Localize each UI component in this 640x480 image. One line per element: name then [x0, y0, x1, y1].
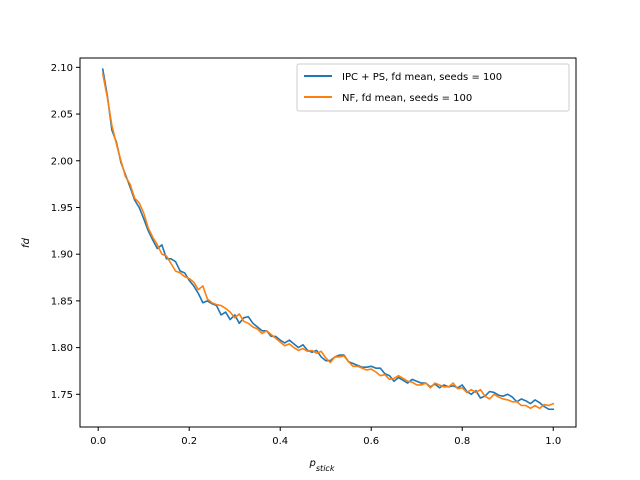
legend-label-nf: NF, fd mean, seeds = 100 — [342, 93, 472, 104]
legend-label-ipc: IPC + PS, fd mean, seeds = 100 — [342, 72, 502, 83]
y-axis-label: fd — [21, 237, 32, 248]
y-tick-label: 2.00 — [51, 156, 73, 167]
x-axis: 0.0 0.2 0.4 0.6 0.8 1.0 — [90, 427, 561, 447]
legend-box — [296, 63, 570, 112]
x-tick-label: 0.4 — [272, 436, 288, 447]
plot-series — [101, 68, 555, 411]
y-axis: 1.75 1.80 1.85 1.90 1.95 2.00 2.05 2.10 — [51, 63, 80, 401]
x-tick-label: 0.0 — [90, 436, 106, 447]
x-tick-label: 0.8 — [454, 436, 470, 447]
y-tick-label: 1.95 — [51, 203, 73, 214]
plot-frame — [79, 57, 577, 428]
x-tick-label: 0.6 — [363, 436, 379, 447]
y-tick-label: 1.80 — [51, 343, 73, 354]
series-line-ipc-ps — [101, 68, 555, 411]
y-tick-label: 2.10 — [51, 63, 73, 74]
y-tick-label: 1.75 — [51, 390, 73, 401]
series-line-nf — [101, 72, 555, 410]
x-tick-label: 0.2 — [181, 436, 197, 447]
y-tick-label: 2.05 — [51, 110, 73, 121]
legend: IPC + PS, fd mean, seeds = 100 NF, fd me… — [296, 63, 570, 112]
x-axis-label: pstick — [309, 458, 335, 473]
y-tick-label: 1.90 — [51, 250, 73, 261]
x-tick-label: 1.0 — [545, 436, 561, 447]
y-tick-label: 1.85 — [51, 296, 73, 307]
